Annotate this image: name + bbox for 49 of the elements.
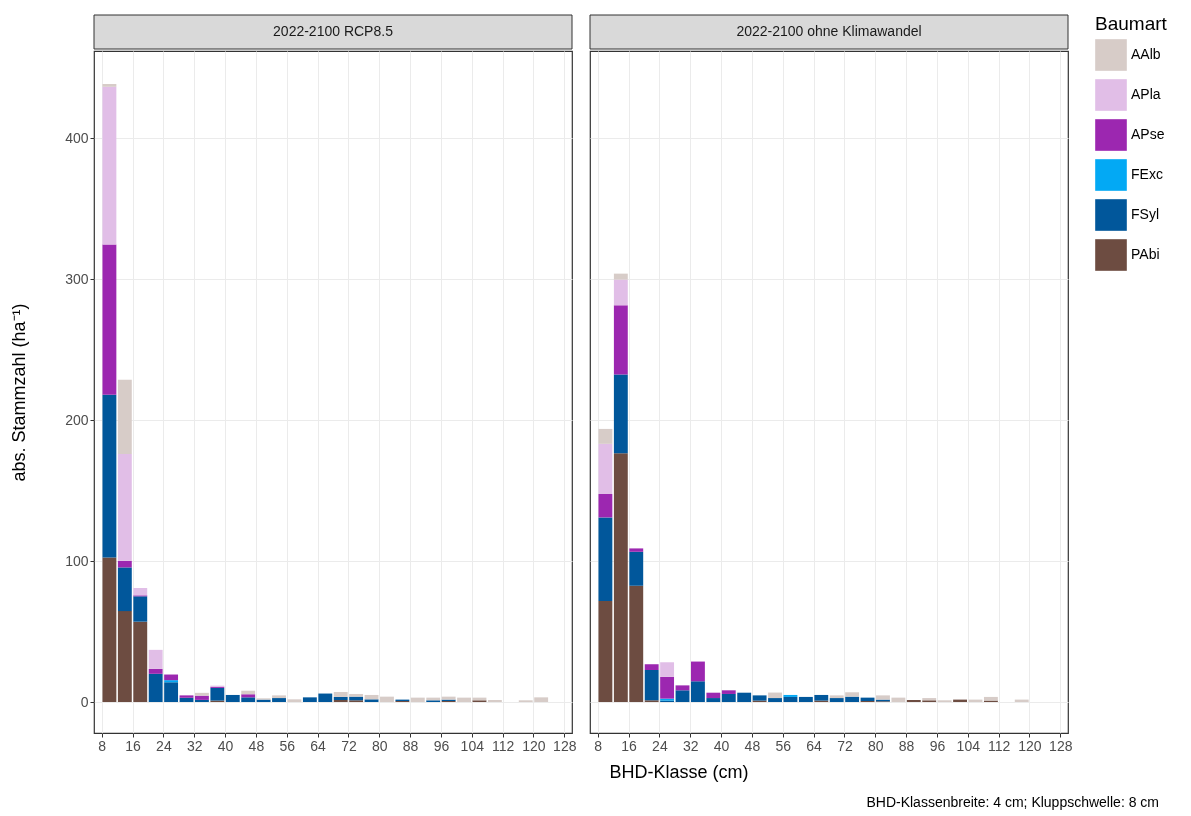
- legend-label: PAbi: [1131, 246, 1160, 262]
- x-tick-label: 88: [402, 737, 419, 754]
- legend-label: AAlb: [1131, 46, 1161, 62]
- y-tick-label: 0: [80, 693, 89, 710]
- x-tick-label: 104: [460, 737, 485, 754]
- x-tick-label: 104: [956, 737, 981, 754]
- x-tick-label: 8: [98, 737, 107, 754]
- x-tick-label: 24: [156, 737, 172, 754]
- x-tick-label: 112: [491, 737, 515, 754]
- x-tick-label: 56: [775, 737, 792, 754]
- x-tick-label: 32: [682, 737, 699, 754]
- x-tick-label: 80: [371, 737, 388, 754]
- x-tick-label: 8: [594, 737, 603, 754]
- x-tick-label: 24: [652, 737, 668, 754]
- x-tick-label: 72: [837, 737, 853, 754]
- y-tick-label: 300: [65, 270, 89, 287]
- x-tick-label: 48: [248, 737, 265, 754]
- chart-title: 2022-2100 ohne Klimawandel: [736, 23, 922, 39]
- x-tick-label: 96: [929, 737, 946, 754]
- x-tick-label: 56: [279, 737, 296, 754]
- x-tick-label: 120: [1018, 737, 1042, 754]
- x-axis-title: BHD-Klasse (cm): [609, 762, 749, 782]
- x-tick-label: 16: [125, 737, 142, 754]
- legend-label: FSyl: [1131, 206, 1159, 222]
- x-tick-label: 48: [744, 737, 761, 754]
- x-tick-label: 64: [310, 737, 327, 754]
- x-tick-label: 32: [186, 737, 203, 754]
- legend-label: APla: [1131, 86, 1161, 102]
- text: BHD-Klassenbreite: 4 cm; Kluppschwelle: 8 cm: [866, 794, 1159, 810]
- x-tick-label: 128: [1049, 737, 1073, 754]
- x-tick-label: 96: [433, 737, 450, 754]
- y-axis-title: abs. Stammzahl (ha⁻¹): [9, 303, 30, 482]
- y-tick-label: 200: [65, 411, 89, 428]
- legend-label: FExc: [1131, 166, 1163, 182]
- x-tick-label: 40: [713, 737, 730, 754]
- legend-label: APse: [1131, 126, 1165, 142]
- x-tick-label: 40: [217, 737, 234, 754]
- legend-title: Baumart: [1095, 13, 1168, 34]
- x-tick-label: 112: [987, 737, 1011, 754]
- x-tick-label: 88: [898, 737, 915, 754]
- x-tick-label: 120: [522, 737, 546, 754]
- x-tick-label: 72: [341, 737, 357, 754]
- x-tick-label: 16: [621, 737, 638, 754]
- chart-title: 2022-2100 RCP8.5: [273, 23, 394, 39]
- y-tick-label: 100: [65, 552, 89, 569]
- x-tick-label: 80: [867, 737, 884, 754]
- x-tick-label: 64: [806, 737, 823, 754]
- x-tick-label: 128: [553, 737, 577, 754]
- y-tick-label: 400: [65, 129, 89, 146]
